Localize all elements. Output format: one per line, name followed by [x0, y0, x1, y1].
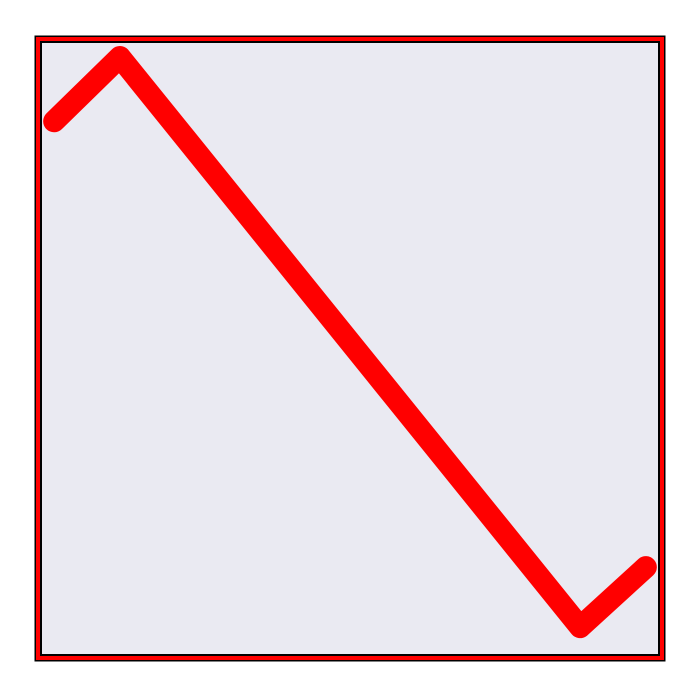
series-line-0: [43, 46, 657, 639]
series-layer: [43, 46, 657, 639]
chart-frame-outer-border: [34, 35, 666, 662]
chart-frame: [36, 37, 664, 660]
